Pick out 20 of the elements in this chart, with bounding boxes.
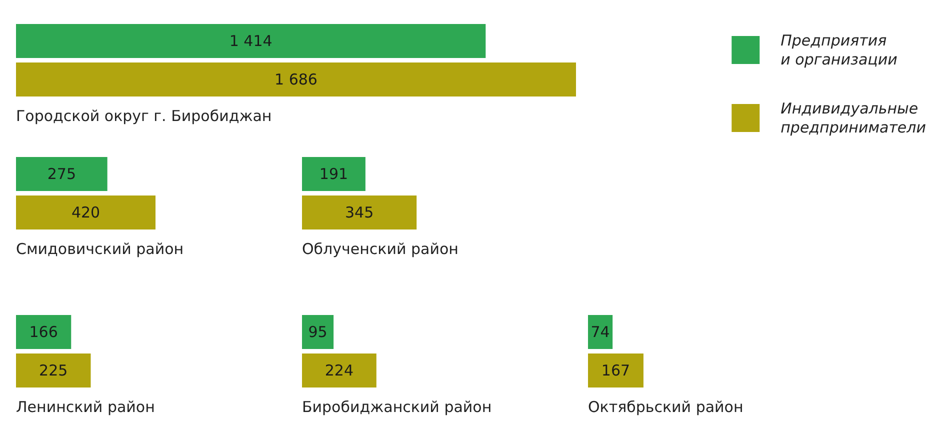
data-label: 275 — [47, 165, 76, 183]
text: Облученский район — [302, 240, 458, 258]
data-label: 191 — [319, 165, 348, 183]
data-label: 345 — [344, 204, 374, 222]
data-label: 95 — [308, 323, 328, 341]
data-label: 74 — [590, 323, 610, 341]
data-label: 1 686 — [274, 70, 318, 88]
text: Ленинский район — [16, 398, 155, 416]
text: Октябрьский район — [588, 398, 744, 416]
legend-label: Предприятия и организации — [780, 32, 898, 68]
data-label: 166 — [29, 323, 58, 341]
text: Городской округ г. Биробиджан — [16, 107, 272, 125]
text: Биробиджанский район — [302, 398, 492, 416]
data-label: 224 — [324, 362, 354, 380]
text: Смидовичский район — [16, 240, 184, 258]
data-label: 225 — [39, 362, 68, 380]
data-label: 420 — [71, 204, 100, 222]
data-label: 1 414 — [229, 32, 272, 50]
data-label: 167 — [601, 362, 630, 380]
legend-label: Индивидуальные предприниматели — [780, 100, 926, 136]
